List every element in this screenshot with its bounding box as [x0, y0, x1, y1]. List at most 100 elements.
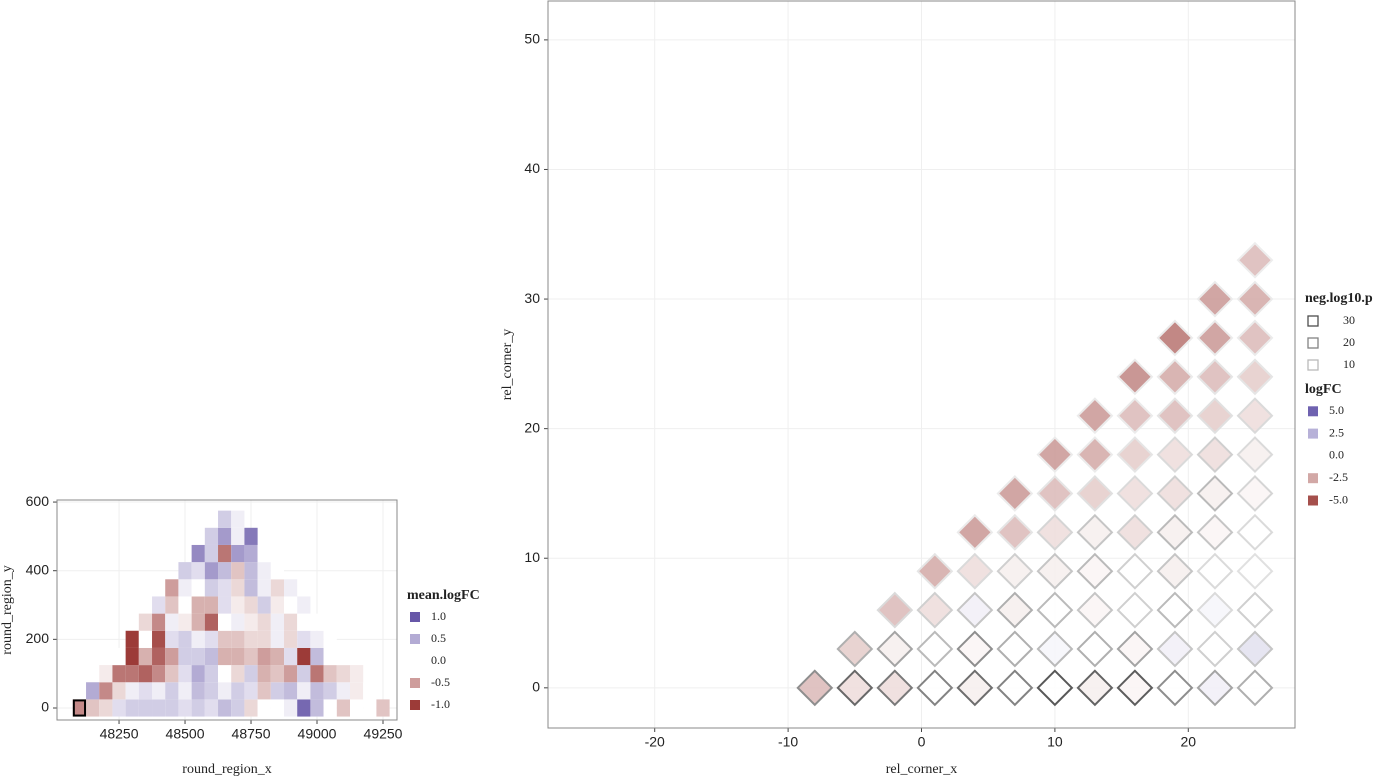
heat-tile: [178, 596, 192, 614]
heat-tile: [178, 647, 192, 666]
plot-marks: [796, 241, 1274, 707]
heat-tile: [99, 682, 113, 700]
heat-tile: [218, 647, 232, 666]
diamond-point: [1156, 630, 1194, 668]
heat-tile: [350, 665, 364, 683]
heat-tile: [138, 699, 153, 717]
diamond-point: [796, 669, 834, 707]
legend-swatch: [1307, 315, 1319, 327]
heat-tile: [336, 665, 351, 683]
heat-tile: [244, 665, 258, 683]
heat-tile: [336, 699, 351, 717]
heat-tile: [257, 579, 271, 597]
heat-tile: [72, 699, 87, 717]
legend-label: 0.0: [431, 653, 446, 667]
y-tick-label: 200: [26, 630, 50, 646]
heat-tile: [284, 665, 298, 683]
heat-tile: [191, 596, 205, 614]
heat-tile: [125, 630, 139, 648]
diamond-point: [1036, 630, 1074, 668]
heat-tile: [218, 527, 232, 545]
legend-label: 0.5: [431, 631, 446, 645]
diamond-point: [996, 513, 1034, 551]
diamond-point: [1236, 513, 1274, 551]
heat-tile: [257, 647, 271, 666]
diamond-point: [1196, 475, 1234, 512]
diamond-point: [1116, 630, 1154, 668]
legend-label: -1.0: [431, 697, 450, 711]
heat-tile: [244, 562, 258, 580]
heat-tile: [297, 699, 311, 717]
diamond-point: [1036, 436, 1074, 473]
heat-tile: [244, 682, 258, 700]
y-tick-label: 600: [26, 493, 50, 509]
heat-tile: [165, 630, 179, 648]
heat-tile: [204, 544, 219, 563]
heat-tile: [218, 699, 232, 717]
diamond-point: [1196, 513, 1234, 551]
plot-marks: [72, 510, 390, 717]
heat-tile: [204, 596, 219, 614]
y-tick-label: 0: [532, 679, 540, 695]
diamond-point: [1036, 552, 1074, 590]
heat-tile: [270, 579, 285, 597]
heat-tile: [297, 630, 311, 648]
legend-label: 0.0: [1329, 448, 1344, 462]
heat-tile: [178, 613, 192, 631]
diamond-point: [1076, 630, 1114, 668]
legend-swatch: [410, 612, 420, 622]
legend-label: 1.0: [431, 609, 446, 623]
plot-border: [547, 0, 1296, 729]
heat-tile: [165, 682, 179, 700]
heat-tile: [218, 510, 232, 528]
diamond-point: [1036, 475, 1074, 512]
diamond-point: [836, 669, 874, 707]
diamond-point: [876, 630, 914, 668]
heat-tile: [152, 665, 166, 683]
heat-tile: [231, 596, 245, 614]
diamond-point: [1076, 552, 1114, 590]
heat-tile: [231, 665, 245, 683]
diamond-point: [1116, 475, 1154, 512]
diamond-point: [1156, 591, 1194, 629]
heat-tile: [231, 562, 245, 580]
heat-tile: [218, 630, 232, 648]
heat-tile: [125, 699, 139, 717]
heat-tile: [204, 682, 219, 700]
diamond-point: [1236, 241, 1274, 279]
heat-tile: [204, 562, 219, 580]
heat-tile: [231, 527, 245, 545]
x-tick-label: 49000: [298, 726, 337, 742]
legend-label: -5.0: [1329, 492, 1348, 506]
legend-title: logFC: [1305, 382, 1342, 397]
diamond-point: [1076, 591, 1114, 629]
heat-tile: [165, 596, 179, 614]
diamond-point: [1116, 397, 1154, 435]
diamond-point: [1076, 669, 1114, 707]
heat-tile: [86, 682, 100, 700]
heat-tile: [218, 682, 232, 700]
heat-tile: [297, 682, 311, 700]
heat-tile: [284, 613, 298, 631]
diamond-point: [1116, 358, 1154, 396]
heat-tile: [323, 665, 337, 683]
legend-label: -2.5: [1329, 470, 1348, 484]
heat-tile: [323, 630, 337, 648]
diamond-point: [1076, 397, 1114, 435]
diamond-point: [916, 552, 954, 590]
heat-tile: [138, 682, 153, 700]
diamond-point: [1196, 552, 1234, 590]
diamond-point: [996, 552, 1034, 590]
heat-tile: [218, 613, 232, 631]
legend-label: 20: [1343, 335, 1355, 349]
diamond-point: [956, 669, 994, 707]
heat-tile: [178, 665, 192, 683]
y-tick-label: 30: [524, 290, 540, 306]
x-tick-label: 49250: [364, 726, 403, 742]
heat-tile: [218, 562, 232, 580]
heat-tile: [125, 647, 139, 666]
heat-tile: [270, 647, 285, 666]
heat-tile: [138, 613, 153, 631]
heat-tile: [310, 613, 324, 631]
